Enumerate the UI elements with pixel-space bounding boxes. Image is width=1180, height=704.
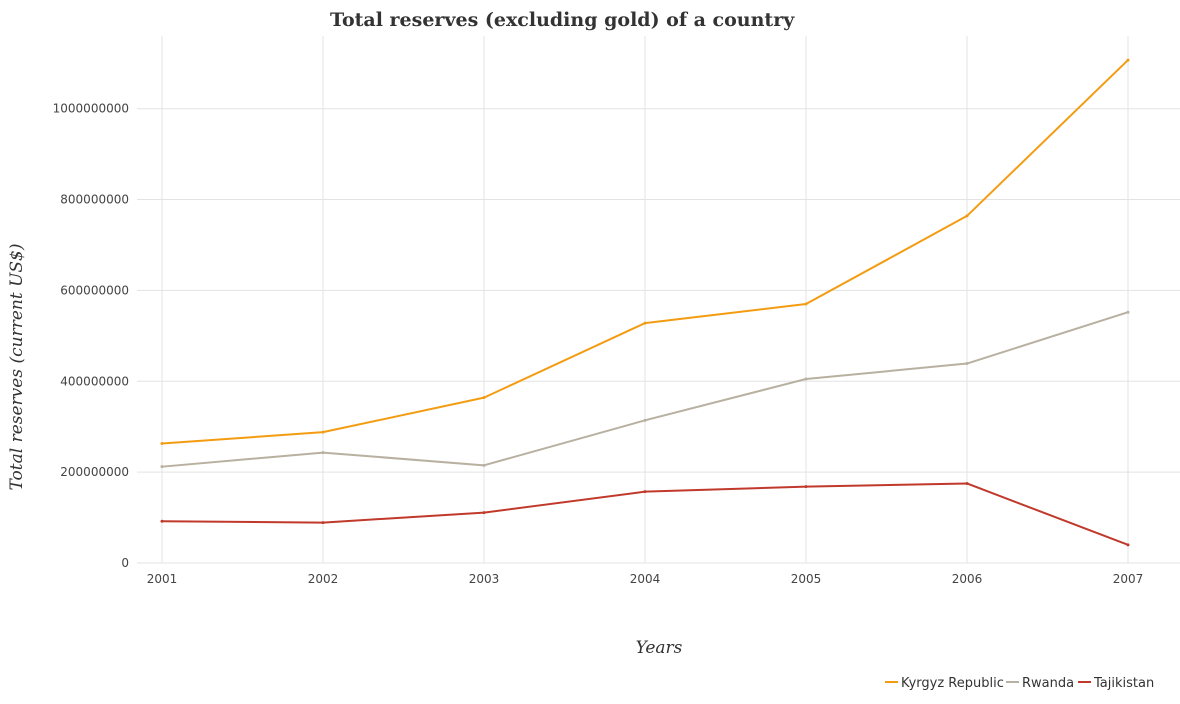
data-point (482, 396, 486, 400)
data-point (321, 430, 325, 434)
y-tick-label: 200000000 (60, 465, 129, 479)
legend-label: Tajikistan (1093, 676, 1154, 691)
chart-title: Total reserves (excluding gold) of a cou… (330, 9, 795, 31)
x-axis-title: Years (636, 638, 683, 658)
y-tick-label: 1000000000 (53, 102, 129, 116)
gridlines (137, 36, 1180, 564)
x-tick-label: 2006 (952, 572, 983, 586)
data-point (643, 490, 647, 494)
data-point (321, 451, 325, 455)
y-tick-label: 600000000 (60, 283, 129, 297)
data-point (1126, 58, 1130, 62)
data-point (160, 465, 164, 469)
x-tick-label: 2002 (308, 572, 339, 586)
data-point (804, 302, 808, 306)
y-tick-label: 800000000 (60, 193, 129, 207)
y-tick-label: 0 (121, 556, 129, 570)
x-tick-label: 2004 (630, 572, 661, 586)
x-tick-label: 2003 (469, 572, 500, 586)
y-tick-labels: 0 200000000 400000000 600000000 800000000 100… (53, 102, 129, 570)
data-point (643, 418, 647, 422)
data-point (965, 214, 969, 218)
y-tick-label: 400000000 (60, 374, 129, 388)
x-tick-labels: 2001 2002 2003 2004 2005 2006 2007 (147, 572, 1144, 586)
data-point (482, 511, 486, 515)
data-point (965, 481, 969, 485)
legend: Kyrgyz Republic Rwanda Tajikistan (885, 676, 1154, 691)
y-axis-title: Total reserves (current US$) (7, 244, 27, 491)
data-point (160, 519, 164, 523)
legend-label: Rwanda (1022, 676, 1074, 691)
x-tick-label: 2007 (1113, 572, 1144, 586)
x-tick-label: 2005 (791, 572, 822, 586)
data-point (1126, 310, 1130, 314)
legend-label: Kyrgyz Republic (901, 676, 1004, 691)
x-tick-label: 2001 (147, 572, 178, 586)
data-point (321, 521, 325, 525)
data-point (643, 321, 647, 325)
series-lines (160, 58, 1130, 547)
data-point (160, 442, 164, 446)
data-point (965, 362, 969, 366)
data-point (482, 463, 486, 467)
data-point (804, 377, 808, 381)
data-point (804, 485, 808, 489)
data-point (1126, 543, 1130, 547)
